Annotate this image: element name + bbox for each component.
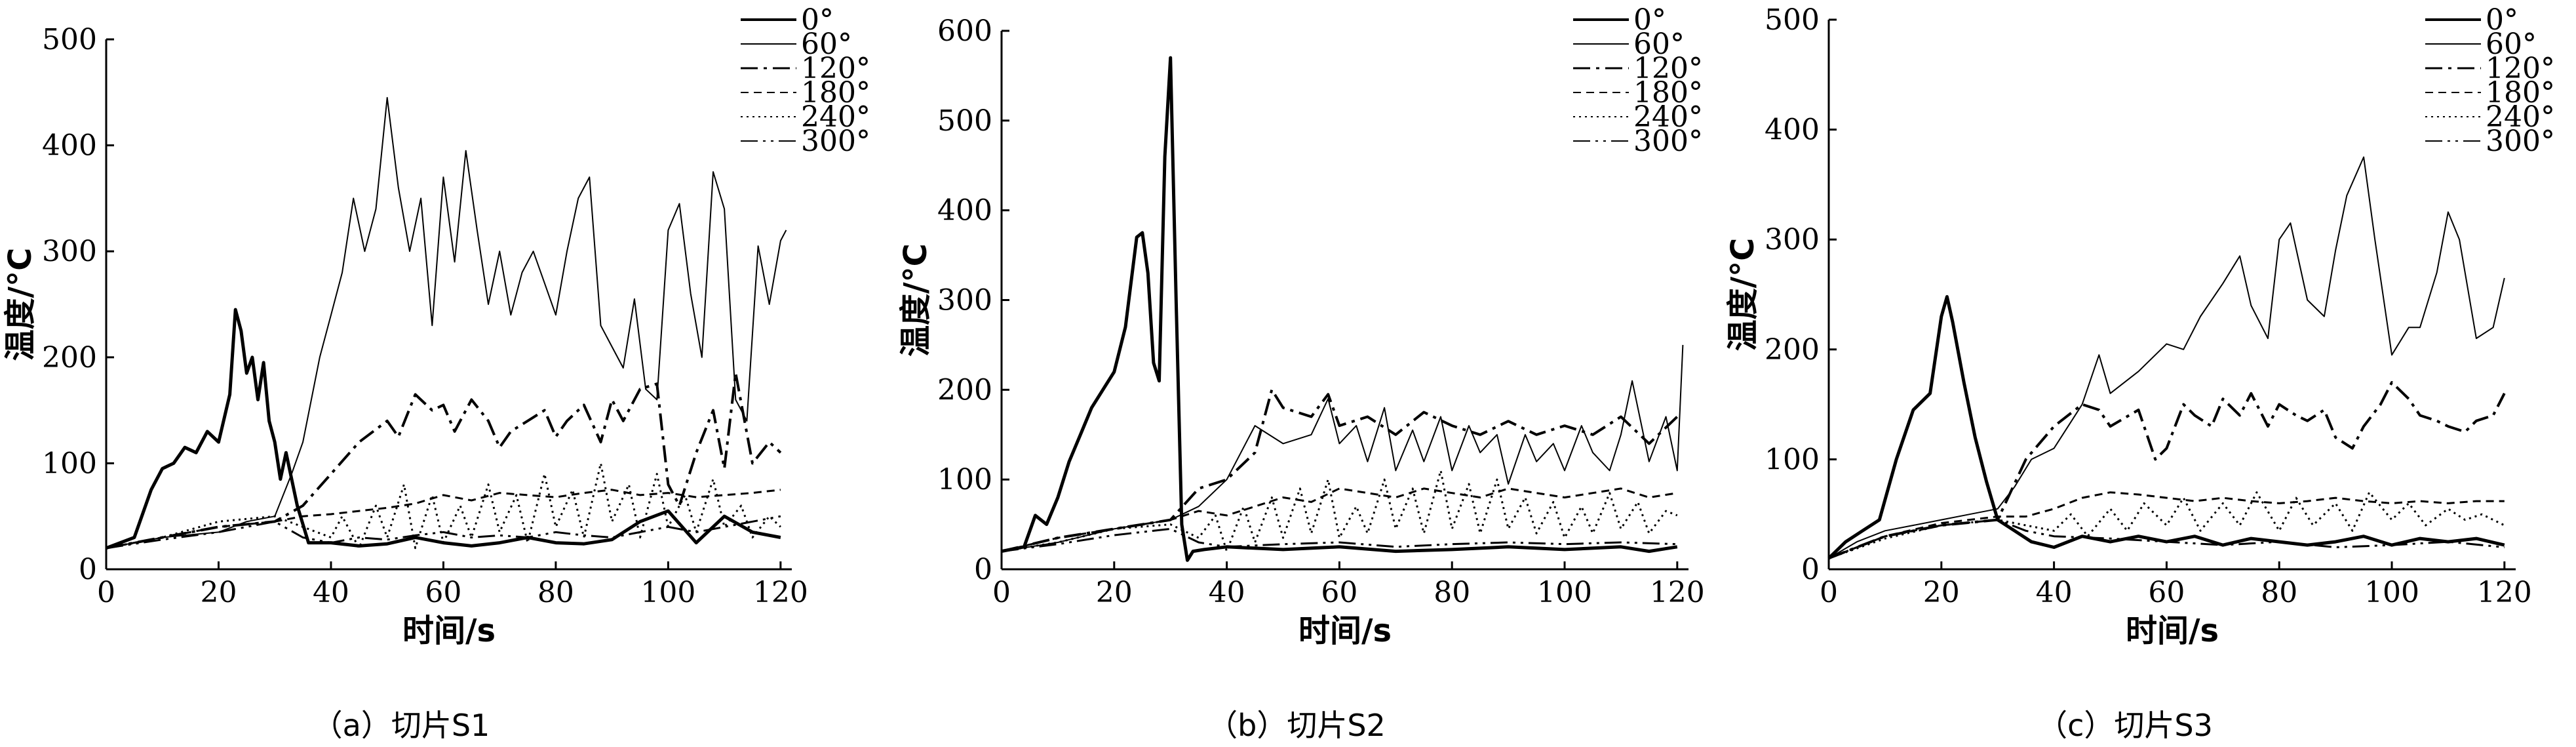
legend-label-c-1: 60° (2486, 28, 2537, 61)
y-tick-label-c: 500 (1765, 3, 1820, 37)
legend-label-b-1: 60° (1633, 28, 1685, 61)
x-tick-label-b: 120 (1650, 576, 1705, 609)
series-line-b-3 (1001, 487, 1678, 553)
x-tick-label-b: 80 (1434, 576, 1470, 609)
y-tick-label-c: 300 (1765, 223, 1820, 256)
series-line-c-1 (1828, 156, 2505, 559)
x-tick-label-b: 20 (1096, 576, 1133, 609)
x-tick-label-a: 80 (537, 576, 574, 609)
legend-label-a-5: 300° (801, 125, 870, 158)
x-tick-label-c: 80 (2261, 576, 2297, 609)
y-tick-label-b: 400 (937, 194, 992, 228)
legend-label-c-4: 240° (2486, 100, 2555, 134)
legend-label-a-4: 240° (801, 100, 870, 134)
y-tick-label-a: 100 (42, 447, 97, 480)
series-line-a-1 (106, 96, 787, 549)
series-line-c-0 (1827, 294, 2505, 559)
x-tick-label-a: 20 (200, 576, 237, 609)
y-tick-label-c: 200 (1765, 333, 1820, 367)
y-tick-label-a: 500 (42, 23, 97, 56)
series-line-a-5 (106, 515, 781, 550)
series-line-b-5 (1001, 527, 1677, 553)
y-axis-label-c: 温度/°C (1725, 238, 1761, 352)
x-tick-label-b: 100 (1537, 576, 1592, 609)
y-tick-label-b: 500 (937, 104, 992, 138)
series-line-c-3 (1828, 491, 2505, 559)
legend-label-c-5: 300° (2486, 125, 2555, 158)
x-tick-label-a: 100 (640, 576, 695, 609)
y-axis-label-b: 温度/°C (897, 243, 934, 357)
legend-label-c-3: 180° (2486, 76, 2555, 110)
x-tick-label-a: 60 (425, 576, 461, 609)
y-tick-label-b: 200 (937, 373, 992, 407)
x-tick-label-c: 60 (2148, 576, 2185, 609)
x-tick-label-c: 120 (2477, 576, 2532, 609)
x-tick-label-a: 0 (97, 576, 115, 609)
y-tick-label-a: 300 (42, 235, 97, 268)
y-tick-label-c: 400 (1765, 113, 1820, 147)
caption-a: （a）切片S1 (312, 708, 490, 743)
y-tick-label-a: 200 (42, 341, 97, 374)
series-line-b-4 (1001, 470, 1678, 553)
y-tick-label-c: 100 (1765, 443, 1820, 476)
legend-label-b-4: 240° (1633, 100, 1703, 134)
caption-c: （c）切片S3 (2037, 708, 2213, 743)
x-tick-label-a: 120 (753, 576, 808, 609)
legend-label-b-2: 120° (1633, 52, 1703, 85)
y-tick-label-b: 100 (937, 463, 992, 496)
legend-label-a-1: 60° (801, 28, 852, 61)
y-axis-label-a: 温度/°C (2, 248, 39, 361)
series-line-c-4 (1828, 491, 2505, 559)
legend-label-b-5: 300° (1633, 125, 1703, 158)
series-line-a-3 (106, 489, 781, 550)
y-tick-label-c: 0 (1801, 553, 1820, 586)
series-line-a-2 (106, 372, 782, 550)
x-axis-label-c: 时间/s (2126, 613, 2219, 649)
series-line-a-4 (106, 462, 781, 550)
x-tick-label-a: 40 (313, 576, 349, 609)
x-axis-label-a: 时间/s (402, 613, 496, 649)
legend-label-c-2: 120° (2486, 52, 2555, 85)
legend-label-a-2: 120° (801, 52, 870, 85)
x-axis-label-b: 时间/s (1298, 613, 1392, 649)
series-line-b-0 (1001, 56, 1678, 562)
y-tick-label-a: 0 (79, 553, 97, 586)
x-tick-label-c: 100 (2364, 576, 2419, 609)
series-line-a-0 (106, 308, 781, 550)
legend-label-b-0: 0° (1633, 3, 1666, 37)
x-tick-label-c: 40 (2036, 576, 2073, 609)
x-tick-label-c: 0 (1820, 576, 1838, 609)
legend-label-c-0: 0° (2486, 3, 2518, 37)
y-tick-label-b: 0 (974, 553, 992, 586)
x-tick-label-c: 20 (1923, 576, 1960, 609)
series-line-c-5 (1828, 519, 2505, 559)
series-line-c-2 (1828, 381, 2506, 560)
x-tick-label-b: 0 (992, 576, 1011, 609)
legend-label-b-3: 180° (1633, 76, 1703, 110)
caption-b: （b）切片S2 (1207, 708, 1386, 743)
y-tick-label-b: 600 (937, 14, 992, 48)
x-tick-label-b: 60 (1321, 576, 1357, 609)
series-line-b-2 (1001, 388, 1679, 553)
legend-label-a-3: 180° (801, 76, 870, 110)
x-tick-label-b: 40 (1209, 576, 1245, 609)
y-tick-label-a: 400 (42, 129, 97, 163)
legend-label-a-0: 0° (801, 3, 834, 37)
series-line-b-1 (1001, 344, 1684, 552)
y-tick-label-b: 300 (937, 284, 992, 317)
